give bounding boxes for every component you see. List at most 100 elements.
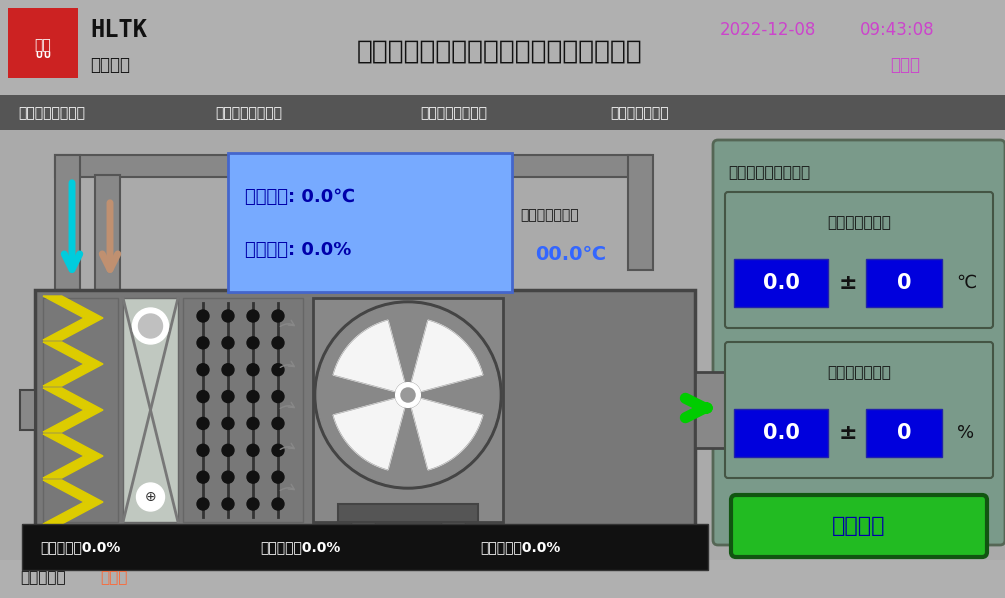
Text: 室内湿度设定：: 室内湿度设定： <box>827 365 891 380</box>
FancyBboxPatch shape <box>734 259 828 307</box>
Polygon shape <box>334 320 405 392</box>
Text: 0: 0 <box>896 273 912 293</box>
Circle shape <box>314 301 502 489</box>
Polygon shape <box>411 320 482 392</box>
Text: 华利智成: 华利智成 <box>90 56 130 74</box>
Circle shape <box>272 337 284 349</box>
Circle shape <box>222 471 234 483</box>
Polygon shape <box>43 296 103 340</box>
FancyBboxPatch shape <box>338 504 478 522</box>
Circle shape <box>247 444 259 456</box>
Text: ℃: ℃ <box>956 274 976 292</box>
Polygon shape <box>43 434 103 478</box>
FancyBboxPatch shape <box>43 298 118 522</box>
FancyBboxPatch shape <box>95 175 120 290</box>
Circle shape <box>247 310 259 322</box>
Circle shape <box>317 304 499 486</box>
Text: 初效过滤器：洁净: 初效过滤器：洁净 <box>215 106 282 120</box>
FancyBboxPatch shape <box>228 153 512 292</box>
Text: 登陆用户：: 登陆用户： <box>20 570 65 585</box>
Circle shape <box>396 383 420 407</box>
FancyBboxPatch shape <box>725 192 993 328</box>
Circle shape <box>272 471 284 483</box>
Circle shape <box>247 471 259 483</box>
Circle shape <box>272 444 284 456</box>
FancyBboxPatch shape <box>725 342 993 478</box>
Text: 0: 0 <box>896 423 912 443</box>
Circle shape <box>137 483 165 511</box>
FancyBboxPatch shape <box>441 522 465 542</box>
FancyBboxPatch shape <box>734 409 828 457</box>
Circle shape <box>401 388 415 402</box>
Circle shape <box>272 364 284 376</box>
Circle shape <box>272 390 284 402</box>
FancyBboxPatch shape <box>0 130 1005 560</box>
Circle shape <box>197 417 209 429</box>
FancyBboxPatch shape <box>695 372 730 448</box>
FancyBboxPatch shape <box>351 522 375 542</box>
FancyBboxPatch shape <box>713 140 1005 545</box>
FancyBboxPatch shape <box>22 524 708 570</box>
Circle shape <box>272 417 284 429</box>
Text: 回风湿度: 0.0%: 回风湿度: 0.0% <box>245 241 352 259</box>
Circle shape <box>197 337 209 349</box>
Text: HLTK: HLTK <box>90 18 147 42</box>
Circle shape <box>247 337 259 349</box>
Circle shape <box>247 390 259 402</box>
Circle shape <box>272 310 284 322</box>
Circle shape <box>222 390 234 402</box>
Circle shape <box>139 314 163 338</box>
Circle shape <box>197 444 209 456</box>
Text: 加湿比例：0.0%: 加湿比例：0.0% <box>480 540 561 554</box>
Polygon shape <box>411 398 482 470</box>
FancyBboxPatch shape <box>0 0 1005 95</box>
Text: 星期四: 星期四 <box>890 56 920 74</box>
Text: ⌒⌒: ⌒⌒ <box>34 38 51 52</box>
Text: 中效过滤器：洁净: 中效过滤器：洁净 <box>420 106 487 120</box>
Circle shape <box>272 498 284 510</box>
Text: 系统启动: 系统启动 <box>832 516 885 536</box>
FancyBboxPatch shape <box>8 8 78 78</box>
Circle shape <box>197 498 209 510</box>
Circle shape <box>222 417 234 429</box>
FancyBboxPatch shape <box>123 298 178 522</box>
Circle shape <box>197 471 209 483</box>
Polygon shape <box>334 398 405 470</box>
Text: 高温保护：正常: 高温保护：正常 <box>610 106 668 120</box>
Text: 2022-12-08: 2022-12-08 <box>720 21 816 39</box>
FancyBboxPatch shape <box>313 298 502 522</box>
Text: 回风温度: 0.0℃: 回风温度: 0.0℃ <box>245 188 355 206</box>
Circle shape <box>222 337 234 349</box>
FancyBboxPatch shape <box>0 95 1005 130</box>
Text: ∪∪: ∪∪ <box>34 50 52 60</box>
Text: 开阀比例：0.0%: 开阀比例：0.0% <box>40 540 121 554</box>
Text: 室内温度设定：: 室内温度设定： <box>827 215 891 230</box>
Text: 除湿露点温度：: 除湿露点温度： <box>520 208 579 222</box>
Text: %: % <box>958 424 975 442</box>
Text: ⊕: ⊕ <box>145 490 157 504</box>
Circle shape <box>222 310 234 322</box>
Circle shape <box>197 310 209 322</box>
Text: 恒温恒湿洁净空调自动控制运行工艺界面: 恒温恒湿洁净空调自动控制运行工艺界面 <box>357 39 643 65</box>
FancyBboxPatch shape <box>731 495 987 557</box>
Text: ±: ± <box>839 273 857 293</box>
Text: ±: ± <box>839 423 857 443</box>
Polygon shape <box>43 342 103 386</box>
Circle shape <box>197 364 209 376</box>
Circle shape <box>197 390 209 402</box>
FancyBboxPatch shape <box>35 290 695 530</box>
Circle shape <box>222 498 234 510</box>
FancyBboxPatch shape <box>866 259 942 307</box>
FancyBboxPatch shape <box>628 155 653 270</box>
Polygon shape <box>43 480 103 524</box>
Circle shape <box>247 364 259 376</box>
Circle shape <box>133 308 169 344</box>
Text: 0.0: 0.0 <box>763 273 799 293</box>
Text: 自动运行参数设置：: 自动运行参数设置： <box>728 166 810 181</box>
Text: 09:43:08: 09:43:08 <box>860 21 935 39</box>
Text: 送风机模式：手动: 送风机模式：手动 <box>18 106 85 120</box>
Circle shape <box>247 498 259 510</box>
FancyBboxPatch shape <box>55 155 650 177</box>
FancyBboxPatch shape <box>20 390 35 430</box>
Text: 加热比例：0.0%: 加热比例：0.0% <box>260 540 341 554</box>
